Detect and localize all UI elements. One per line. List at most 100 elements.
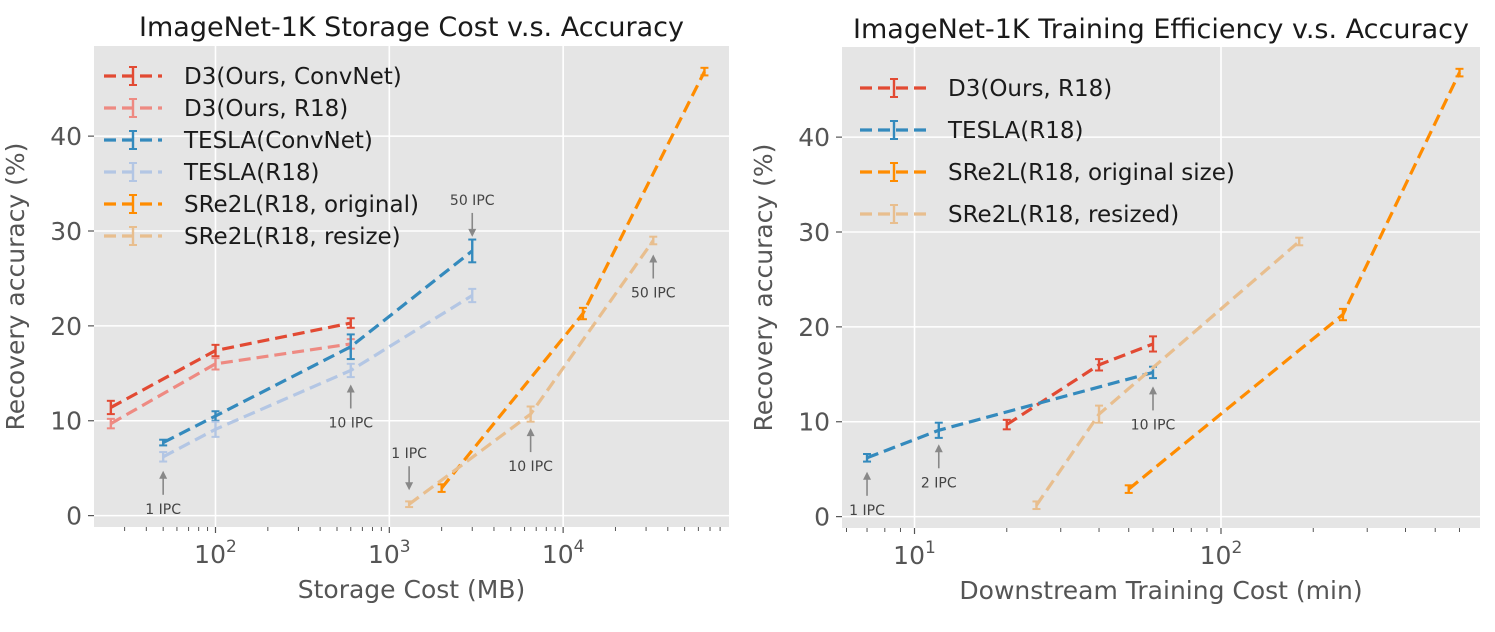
x-tick-label: 104 bbox=[542, 537, 585, 569]
x-tick-base: 10 bbox=[194, 540, 226, 569]
data-point bbox=[934, 421, 943, 439]
plot-area bbox=[94, 46, 729, 527]
arrow-head bbox=[1148, 386, 1157, 395]
data-point bbox=[526, 405, 535, 423]
annotation-label: 10 IPC bbox=[328, 415, 373, 431]
series-tesla-convnet bbox=[863, 365, 1157, 463]
series-line bbox=[162, 249, 474, 444]
arrow-head bbox=[159, 470, 168, 479]
data-point bbox=[159, 451, 168, 463]
x-tick-base: 10 bbox=[893, 541, 925, 570]
series-sre2l-original bbox=[1124, 67, 1464, 494]
y-tick-label: 30 bbox=[50, 217, 82, 246]
data-point bbox=[1148, 335, 1157, 353]
x-tick-exponent: 2 bbox=[1231, 538, 1242, 558]
annotation-label: 10 IPC bbox=[1131, 417, 1176, 433]
y-tick-label: 0 bbox=[814, 503, 830, 532]
y-tick-label: 40 bbox=[798, 123, 830, 152]
series-d3-convnet bbox=[106, 317, 355, 416]
legend-item: SRe2L(R18, resize) bbox=[104, 224, 401, 250]
legend-item: SRe2L(R18, resized) bbox=[860, 202, 1179, 228]
annotation-label: 50 IPC bbox=[631, 285, 676, 301]
y-axis-label: Recovery accuracy (%) bbox=[1, 143, 30, 431]
ipc-annotation: 10 IPC bbox=[328, 384, 373, 431]
y-tick-label: 40 bbox=[50, 122, 82, 151]
data-point bbox=[1455, 67, 1464, 78]
data-point bbox=[1338, 307, 1347, 322]
chart-title: ImageNet-1K Storage Cost v.s. Accuracy bbox=[139, 12, 684, 43]
annotation-label: 10 IPC bbox=[508, 459, 553, 475]
arrow-head bbox=[934, 444, 943, 453]
legend-label: D3(Ours, ConvNet) bbox=[184, 64, 402, 90]
legend-item: D3(Ours, R18) bbox=[860, 76, 1112, 102]
ipc-annotation: 2 IPC bbox=[921, 444, 957, 491]
data-point bbox=[578, 306, 587, 321]
data-point bbox=[1032, 500, 1041, 511]
x-tick-exponent: 4 bbox=[574, 537, 585, 557]
legend-item: SRe2L(R18, original) bbox=[104, 192, 419, 218]
data-point bbox=[1295, 236, 1304, 247]
x-tick-label: 101 bbox=[893, 538, 936, 570]
data-point bbox=[211, 420, 220, 438]
data-point bbox=[437, 483, 446, 493]
x-tick-label: 103 bbox=[368, 537, 411, 569]
chart-title: ImageNet-1K Training Efficiency v.s. Acc… bbox=[853, 14, 1469, 45]
ipc-annotation: 1 IPC bbox=[145, 470, 181, 518]
series-tesla-r18 bbox=[159, 287, 477, 463]
data-point bbox=[106, 417, 115, 430]
data-point bbox=[346, 333, 355, 361]
y-tick-label: 20 bbox=[50, 312, 82, 341]
series-line bbox=[110, 342, 351, 425]
arrow-head bbox=[526, 428, 535, 437]
x-axis-label: Storage Cost (MB) bbox=[298, 575, 526, 604]
ipc-annotation: 50 IPC bbox=[631, 254, 676, 301]
legend-label: D3(Ours, R18) bbox=[184, 96, 348, 122]
data-point bbox=[468, 238, 477, 264]
series-d3-convnet bbox=[1002, 335, 1157, 431]
ipc-annotation: 10 IPC bbox=[508, 428, 553, 475]
y-tick-label: 0 bbox=[66, 502, 82, 531]
x-axis-label: Downstream Training Cost (min) bbox=[959, 576, 1362, 605]
data-point bbox=[211, 357, 220, 371]
x-tick-exponent: 2 bbox=[226, 537, 237, 557]
legend-item: TESLA(R18) bbox=[860, 118, 1083, 144]
ipc-annotation: 1 IPC bbox=[849, 471, 885, 519]
data-point bbox=[346, 362, 355, 379]
arrow-head bbox=[405, 482, 414, 491]
series-d3-r18 bbox=[106, 338, 355, 430]
data-point bbox=[1002, 418, 1011, 431]
x-tick-base: 10 bbox=[542, 540, 574, 569]
ipc-annotation: 50 IPC bbox=[450, 193, 495, 237]
legend: D3(Ours, ConvNet) D3(Ours, R18) TESLA(Conv… bbox=[104, 64, 419, 250]
y-axis-label: Recovery accuracy (%) bbox=[749, 144, 778, 432]
data-point bbox=[700, 66, 709, 77]
annotation-label: 50 IPC bbox=[450, 193, 495, 209]
data-point bbox=[346, 317, 355, 329]
data-point bbox=[106, 399, 115, 416]
legend-label: SRe2L(R18, original) bbox=[184, 192, 419, 218]
data-point bbox=[405, 500, 414, 509]
legend: D3(Ours, R18) TESLA(R18) SRe2L(R18, origin… bbox=[860, 76, 1235, 228]
legend-label: TESLA(R18) bbox=[183, 160, 319, 186]
x-tick-exponent: 3 bbox=[400, 537, 411, 557]
x-tick-exponent: 1 bbox=[925, 538, 936, 558]
legend-label: SRe2L(R18, resize) bbox=[184, 224, 401, 250]
arrow-head bbox=[468, 228, 477, 237]
data-point bbox=[649, 235, 658, 246]
x-tick-label: 102 bbox=[1200, 538, 1243, 570]
annotation-label: 1 IPC bbox=[849, 503, 885, 519]
annotation-label: 1 IPC bbox=[145, 502, 181, 518]
arrow-head bbox=[863, 471, 872, 480]
series-sre2l-original bbox=[437, 66, 709, 493]
ipc-annotation: 1 IPC bbox=[391, 446, 427, 491]
legend-item: D3(Ours, R18) bbox=[104, 96, 348, 122]
x-tick-base: 10 bbox=[1200, 541, 1232, 570]
y-tick-label: 20 bbox=[798, 313, 830, 342]
data-point bbox=[468, 287, 477, 304]
series-line bbox=[162, 294, 474, 459]
legend-label: SRe2L(R18, original size) bbox=[948, 160, 1235, 186]
legend-label: D3(Ours, R18) bbox=[948, 76, 1112, 102]
